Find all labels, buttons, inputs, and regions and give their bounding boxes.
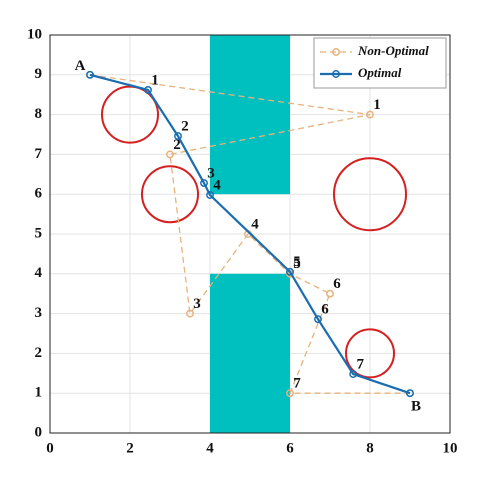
y-tick-label: 5 — [35, 225, 43, 241]
series-marker — [366, 110, 374, 119]
series-marker — [144, 85, 152, 94]
series-marker — [286, 389, 294, 398]
y-tick-label: 7 — [35, 146, 43, 162]
y-tick-label: 3 — [35, 305, 43, 321]
series-marker — [200, 179, 208, 188]
y-tick-label: 4 — [35, 265, 43, 281]
y-tick-label: 6 — [35, 186, 43, 202]
x-tick-label: 8 — [366, 440, 374, 456]
y-tick-label: 10 — [27, 26, 42, 42]
x-tick-label: 10 — [443, 440, 458, 456]
legend-label: Optimal — [358, 65, 402, 80]
y-tick-label: 0 — [35, 424, 43, 440]
y-tick-label: 9 — [35, 66, 43, 82]
point-label: 2 — [181, 119, 189, 135]
point-label: 6 — [333, 276, 341, 292]
point-label: A — [75, 58, 86, 74]
obstacle-rect — [210, 35, 290, 195]
x-tick-label: 6 — [286, 440, 294, 456]
legend-marker — [332, 48, 340, 56]
series-marker — [206, 191, 214, 199]
point-label: 1 — [373, 97, 381, 113]
series-line — [89, 74, 410, 394]
y-tick-label: 8 — [35, 106, 43, 122]
obstacle-circle — [101, 85, 159, 144]
series-marker — [286, 267, 294, 276]
point-label: 2 — [173, 137, 181, 153]
series-marker — [406, 389, 414, 398]
axes-frame — [49, 34, 451, 434]
legend-label: Non-Optimal — [357, 43, 429, 58]
x-tick-label: 0 — [46, 440, 54, 456]
obstacle-circle — [333, 157, 407, 232]
y-tick-label: 1 — [35, 385, 43, 401]
series-marker — [349, 370, 358, 379]
point-label: 7 — [293, 376, 301, 392]
series-marker — [314, 315, 322, 324]
series-line — [89, 73, 411, 395]
obstacle-rect — [210, 273, 290, 433]
legend-box — [313, 37, 447, 89]
obstacle-circle — [141, 165, 199, 224]
point-label: 3 — [193, 296, 201, 312]
point-label: 6 — [321, 302, 329, 318]
obstacle-circle — [345, 328, 395, 379]
legend-marker — [332, 70, 340, 78]
series-marker — [326, 289, 334, 298]
point-label: 7 — [356, 357, 364, 373]
x-tick-label: 2 — [126, 440, 134, 456]
x-tick-label: 4 — [206, 440, 214, 456]
series-marker — [166, 150, 174, 159]
point-label: 5 — [293, 256, 301, 272]
series-marker — [174, 132, 182, 141]
point-label: 5 — [293, 254, 301, 270]
point-label: B — [411, 399, 421, 415]
series-marker — [86, 70, 94, 79]
point-label: 4 — [251, 216, 259, 232]
series-marker — [186, 309, 194, 318]
point-label: 1 — [151, 72, 159, 88]
point-label: 4 — [213, 177, 221, 193]
y-tick-label: 2 — [35, 345, 43, 361]
point-label: 3 — [207, 165, 215, 181]
